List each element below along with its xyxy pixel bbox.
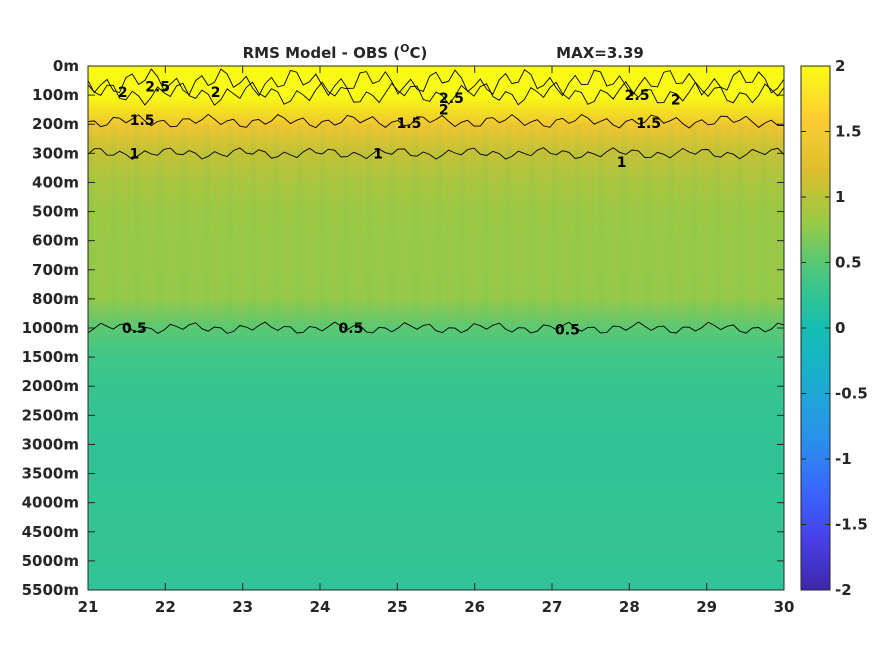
contour-line-1 (87, 147, 785, 160)
contour-label: 0.5 (555, 322, 580, 338)
colorbar: 2 1.5 1 0.5 0 -0.5 -1 -1.5 -2 (800, 57, 868, 599)
y-tick-label: 700m (32, 261, 79, 279)
colorbar-tick-label: 0.5 (835, 254, 862, 272)
colorbar-tick-label: -2 (835, 581, 852, 599)
x-tick-label: 29 (696, 598, 717, 616)
contour-label: 2 (211, 85, 221, 101)
x-tick-label: 23 (232, 598, 253, 616)
y-tick-label: 5000m (22, 552, 79, 570)
y-tick-label: 400m (32, 173, 79, 191)
contour-line-2 (87, 81, 785, 106)
x-tick-label: 27 (542, 598, 563, 616)
contour-label: 1 (617, 155, 627, 171)
x-tick-label: 21 (78, 598, 99, 616)
y-tick-label: 0m (53, 57, 79, 75)
colorbar-tick-label: 0 (835, 319, 845, 337)
y-tick-label: 3500m (22, 465, 79, 483)
x-tick-label: 28 (619, 598, 640, 616)
contour-line-0-5 (87, 321, 785, 334)
x-tick-label: 24 (310, 598, 331, 616)
max-label: MAX=3.39 (556, 44, 644, 62)
y-tick-label: 1500m (22, 348, 79, 366)
x-tick-label: 25 (387, 598, 408, 616)
heatmap-field (88, 66, 784, 590)
y-tick-label: 100m (32, 86, 79, 104)
colorbar-tick-label: 1.5 (835, 123, 862, 141)
colorbar-tick-label: -0.5 (835, 385, 868, 403)
contour-label: 1 (130, 146, 140, 162)
y-tick-label: 800m (32, 290, 79, 308)
colorbar-tick-label: 2 (835, 57, 845, 75)
contour-label: 2.5 (625, 88, 650, 104)
x-tick-label: 26 (464, 598, 485, 616)
y-tick-label: 500m (32, 203, 79, 221)
x-tick-label: 30 (774, 598, 795, 616)
y-axis: 0m 100m 200m 300m 400m 500m 600m 700m 800m 1000m 1… (22, 57, 785, 599)
contour-label: 2 (671, 92, 681, 108)
y-tick-label: 200m (32, 115, 79, 133)
contour-label: 2.5 (145, 79, 170, 95)
y-tick-label: 4500m (22, 523, 79, 541)
contour-label: 1.5 (130, 113, 155, 129)
contour-label: 1.5 (636, 116, 661, 132)
contour-label: 1.5 (397, 116, 422, 132)
y-tick-label: 4000m (22, 494, 79, 512)
contour-label: 2 (118, 85, 128, 101)
y-tick-label: 300m (32, 144, 79, 162)
contour-label: 0.5 (122, 321, 147, 337)
y-tick-label: 1000m (22, 319, 79, 337)
y-tick-label: 5500m (22, 581, 79, 599)
contour-line-1-5 (87, 113, 785, 129)
y-tick-label: 2000m (22, 377, 79, 395)
chart-title: RMS Model - OBS (OC) (243, 42, 428, 62)
y-tick-label: 3000m (22, 435, 79, 453)
contour-label: 2.5 (439, 91, 464, 107)
y-tick-label: 2500m (22, 406, 79, 424)
y-tick-label: 600m (32, 232, 79, 250)
x-axis: 21 22 23 24 25 26 27 28 29 30 (78, 66, 795, 616)
contour-line-2-5 (87, 68, 785, 97)
colorbar-tick-label: -1.5 (835, 516, 868, 534)
contour-label: 0.5 (339, 321, 364, 337)
plot-area (88, 66, 784, 590)
colorbar-tick-label: -1 (835, 450, 852, 468)
x-tick-label: 22 (155, 598, 176, 616)
contour-label: 1 (373, 146, 383, 162)
contour-label: 2 (439, 103, 449, 119)
colorbar-tick-label: 1 (835, 188, 845, 206)
